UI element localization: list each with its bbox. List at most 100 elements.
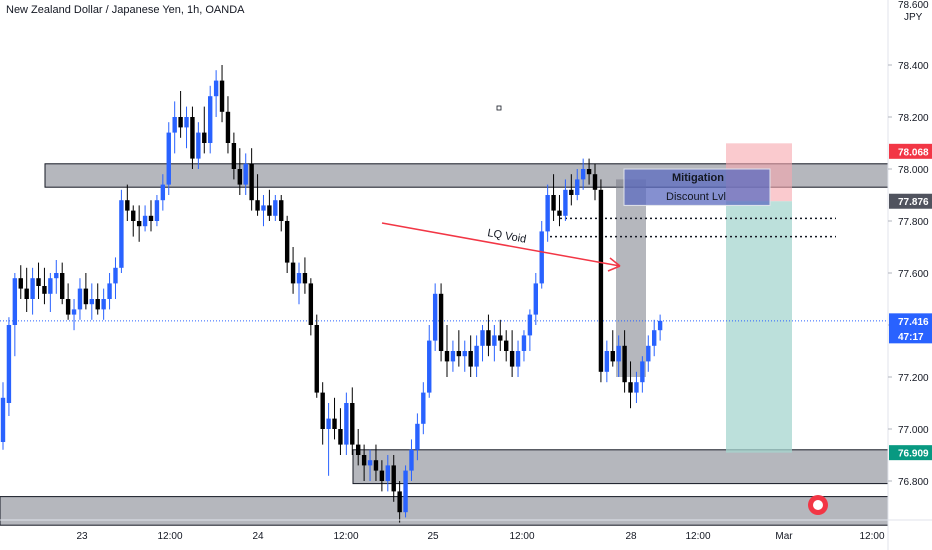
candle-body <box>498 335 503 341</box>
candle-body <box>350 403 355 445</box>
candle-body <box>575 179 580 195</box>
zone-box <box>352 449 889 485</box>
candle-body <box>172 117 177 133</box>
entry-price-tag-bg <box>889 193 932 209</box>
candle-body <box>166 132 171 185</box>
candle-body <box>273 200 278 216</box>
candle-body <box>30 278 35 299</box>
target-price-tag-bg <box>889 445 932 461</box>
candle-body <box>296 273 302 284</box>
candle-body <box>261 205 266 211</box>
candle-body <box>113 267 118 284</box>
candle-body <box>24 288 29 299</box>
candle-body <box>515 351 521 367</box>
lq-void-arrow <box>381 222 621 267</box>
candle-body <box>136 221 142 227</box>
candle-body <box>610 351 615 362</box>
take-profit-area <box>726 201 792 453</box>
candle-body <box>125 200 130 211</box>
time-axis-layer: 23 12:00 24 12:00 25 12:00 28 12:00 Mar 12:00 <box>76 531 885 542</box>
candle-body <box>219 80 225 112</box>
candle-body <box>356 444 361 455</box>
zone-box <box>0 496 889 526</box>
mitigation-box <box>623 168 771 206</box>
candle-body <box>36 278 41 286</box>
candle-body <box>474 345 479 367</box>
time-tick-label: 12:00 <box>859 531 884 542</box>
candle-body <box>142 215 148 227</box>
last-price-tag-bg <box>889 313 932 344</box>
candle-body <box>657 320 663 331</box>
candle-body <box>308 283 314 325</box>
candle-body <box>18 278 23 289</box>
candle-body <box>290 262 296 284</box>
candle-body <box>202 132 207 143</box>
candle-body <box>480 330 485 346</box>
candle-body <box>83 288 89 305</box>
candle-body <box>267 205 272 216</box>
candle-body <box>415 423 420 450</box>
candle-body <box>60 273 65 299</box>
candle-body <box>12 278 18 325</box>
candle-body <box>338 429 343 445</box>
time-tick-label: 23 <box>76 531 88 542</box>
candle-body <box>119 200 124 268</box>
candle-body <box>190 117 195 159</box>
candle-body <box>131 210 136 221</box>
candle-body <box>403 470 408 513</box>
candle-body <box>604 351 610 372</box>
candle-body <box>527 314 533 336</box>
candle-body <box>373 460 379 471</box>
position-tool-layer <box>0 143 888 453</box>
candle-body <box>77 288 83 310</box>
candle-body <box>421 392 426 424</box>
candle-body <box>196 132 201 159</box>
price-tick-label: 77.200 <box>898 373 929 384</box>
candle-body <box>344 403 349 445</box>
candle-body <box>486 330 491 346</box>
time-tick-label: 12:00 <box>509 531 534 542</box>
stop-price-tag-bg <box>889 143 932 159</box>
candle-body <box>95 299 100 310</box>
candle-body <box>521 335 527 351</box>
price-tick-label: 77.000 <box>898 425 929 436</box>
candle-body <box>314 325 319 393</box>
time-tick-label: 25 <box>427 531 439 542</box>
candle-body <box>409 449 414 471</box>
tradingview-logo-inner <box>813 500 823 510</box>
candle-body <box>184 117 189 128</box>
candle-body <box>563 189 568 216</box>
candle-body <box>6 325 12 403</box>
candle-body <box>646 345 651 362</box>
candle-body <box>154 200 160 221</box>
candle-body <box>89 299 94 305</box>
candle-body <box>54 273 59 279</box>
candle-body <box>539 231 544 284</box>
candle-body <box>580 169 586 180</box>
candle-body <box>237 169 242 185</box>
stop-price-tag: 78.068 <box>898 147 929 158</box>
candle-body <box>65 299 71 315</box>
candle-body <box>551 195 556 211</box>
candle-body <box>379 470 385 481</box>
candle-body <box>213 80 219 97</box>
candle-body <box>249 163 254 201</box>
candle-body <box>48 278 53 294</box>
candle-body <box>492 335 497 346</box>
candle-body <box>640 361 645 383</box>
candle-body <box>0 397 6 442</box>
candle-body <box>208 96 213 143</box>
candle-body <box>438 293 444 351</box>
entry-price-tag: 77.876 <box>898 197 929 208</box>
price-tick-label: 76.800 <box>898 477 929 488</box>
candle-body <box>397 491 402 513</box>
candle-body <box>391 465 396 492</box>
candle-body <box>444 351 450 362</box>
candle-body <box>243 163 248 185</box>
candle-body <box>326 418 331 429</box>
candle-body <box>557 210 562 216</box>
candle-body <box>320 392 325 429</box>
chart-title: New Zealand Dollar / Japanese Yen, 1h, O… <box>6 4 245 16</box>
